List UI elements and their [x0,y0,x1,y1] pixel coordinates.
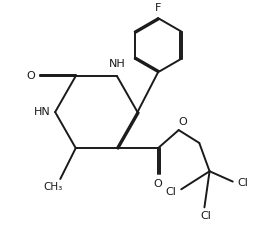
Text: O: O [154,179,163,189]
Text: NH: NH [109,59,125,69]
Text: CH₃: CH₃ [43,182,62,192]
Text: O: O [26,71,35,81]
Text: Cl: Cl [165,187,176,197]
Text: Cl: Cl [238,178,248,188]
Text: HN: HN [34,107,51,117]
Text: Cl: Cl [200,211,211,221]
Text: O: O [178,117,187,127]
Text: F: F [155,3,161,13]
